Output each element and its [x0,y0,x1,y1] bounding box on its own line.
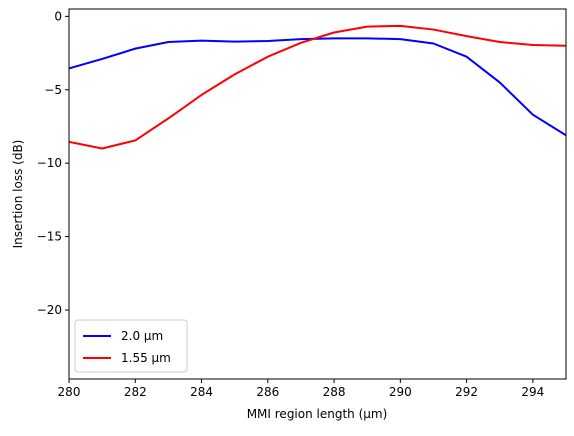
x-tick-label: 294 [521,385,544,399]
x-tick-label: 292 [455,385,478,399]
y-tick-label: 0 [54,9,62,23]
x-tick-label: 280 [58,385,81,399]
legend: 2.0 µm 1.55 µm [74,319,188,373]
x-tick-label: 286 [256,385,279,399]
y-tick-label: −20 [37,303,62,317]
x-axis-label: MMI region length (µm) [247,407,388,421]
axes-layer: 280 282 284 286 288 290 292 294 0 −5 −10 −15 −20 [37,8,567,399]
y-tick-label: −15 [37,230,62,244]
y-tick-label: −5 [44,83,62,97]
plot-frame [68,8,567,380]
legend-label-2: 1.55 µm [121,351,171,365]
x-tick-label: 288 [323,385,346,399]
x-tick-label: 282 [124,385,147,399]
legend-label-1: 2.0 µm [121,329,163,343]
y-axis-label: Insertion loss (dB) [11,140,25,249]
series-line-1 [69,37,566,137]
x-tick-label: 290 [389,385,412,399]
x-tick-label: 284 [190,385,213,399]
series-layer [69,24,566,150]
series-line-2 [69,24,566,150]
y-tick-label: −10 [37,156,62,170]
